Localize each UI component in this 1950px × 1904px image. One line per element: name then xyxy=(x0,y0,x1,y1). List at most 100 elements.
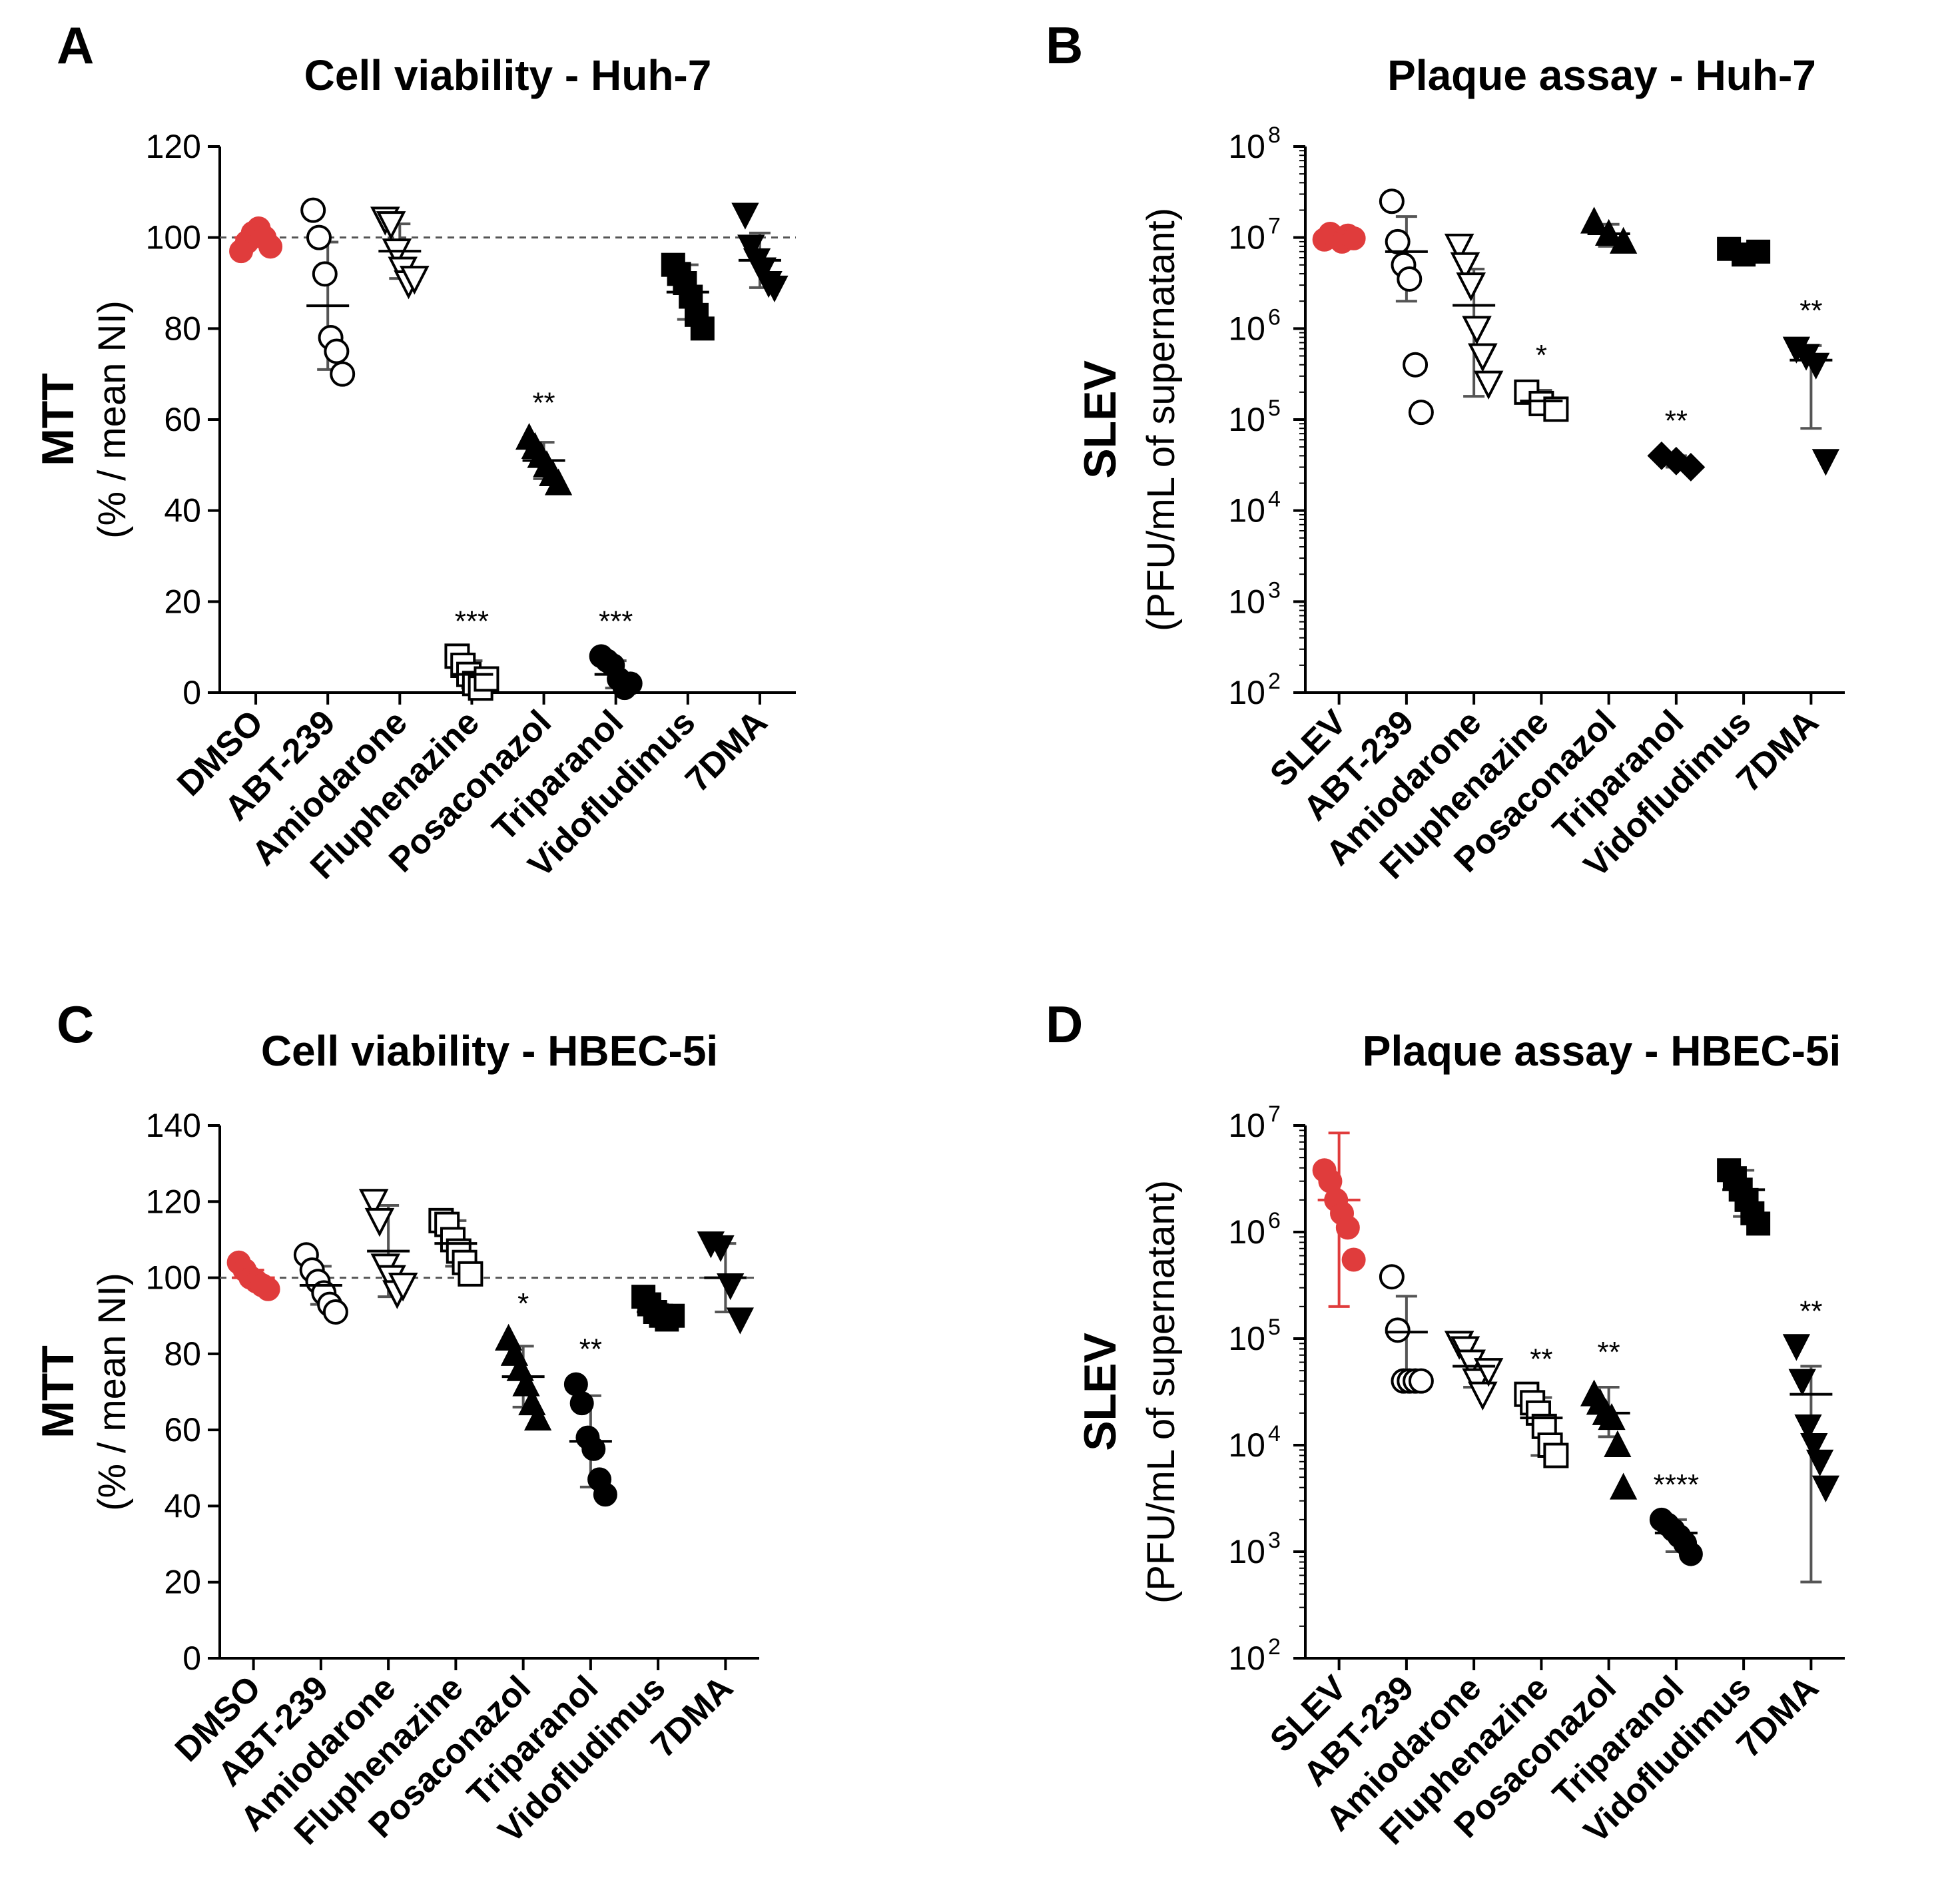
y-tick-label: 10 xyxy=(1228,310,1265,347)
data-point xyxy=(1385,1317,1411,1343)
data-point xyxy=(376,211,406,240)
y-tick-label: 140 xyxy=(146,1107,201,1144)
data-point xyxy=(1473,370,1504,400)
significance-label: ** xyxy=(579,1333,602,1366)
y-tick-label: 60 xyxy=(164,401,201,438)
significance-label: *** xyxy=(455,605,489,637)
y-tick-label: 10 xyxy=(1228,583,1265,620)
y-tick-label: 80 xyxy=(164,1335,201,1373)
data-point xyxy=(258,234,283,259)
data-point xyxy=(1800,1433,1828,1460)
series-triparanol: *** xyxy=(589,605,643,701)
series-triparanol: **** xyxy=(1649,1468,1703,1566)
data-point xyxy=(523,1403,552,1430)
panel-letter: B xyxy=(1046,16,1083,75)
data-point xyxy=(458,1261,484,1287)
y-tick-label: 80 xyxy=(164,310,201,347)
series-posaconazol xyxy=(1580,206,1638,254)
significance-label: ** xyxy=(1665,404,1688,437)
series-dmso xyxy=(226,1250,280,1301)
y-tick-label: 10 xyxy=(1228,1320,1265,1357)
significance-label: *** xyxy=(599,605,633,637)
data-point xyxy=(717,1273,745,1301)
data-point xyxy=(690,316,715,341)
series-fluphenazine xyxy=(428,1207,484,1287)
significance-label: * xyxy=(1536,339,1547,372)
data-point xyxy=(1609,1472,1638,1500)
data-point xyxy=(1468,343,1498,372)
y-axis-title: MTT xyxy=(33,1345,83,1438)
data-point xyxy=(593,1482,617,1507)
series-posaconazol: ** xyxy=(515,386,573,495)
data-point xyxy=(1341,1247,1366,1272)
series-amiodarone xyxy=(358,1189,418,1309)
data-point xyxy=(400,266,430,295)
y-tick-label: 100 xyxy=(146,1259,201,1297)
y-tick-label: 10 xyxy=(1228,401,1265,438)
data-point xyxy=(1678,1542,1703,1566)
y-tick-label: 10 xyxy=(1228,128,1265,165)
data-point xyxy=(749,257,777,284)
y-axis-title: SLEV xyxy=(1075,1333,1126,1451)
y-tick-label: 100 xyxy=(146,219,201,256)
data-point xyxy=(569,1391,594,1416)
y-tick-label: 120 xyxy=(146,128,201,165)
y-tick-label: 10 xyxy=(1228,1533,1265,1570)
y-tick-exponent: 5 xyxy=(1268,1315,1281,1340)
y-tick-label: 10 xyxy=(1228,219,1265,256)
series-7dma xyxy=(731,202,789,303)
data-point xyxy=(1397,266,1423,292)
significance-label: ** xyxy=(1799,294,1822,327)
y-tick-exponent: 7 xyxy=(1268,1102,1281,1127)
series-slev xyxy=(1312,222,1366,254)
series-vidofludimus xyxy=(1717,236,1771,267)
data-point xyxy=(312,261,338,287)
data-point xyxy=(1811,1475,1840,1502)
series-vidofludimus xyxy=(631,1285,685,1332)
series-abt-239 xyxy=(293,1242,348,1325)
data-point xyxy=(1609,226,1638,254)
data-point xyxy=(474,666,499,692)
data-point xyxy=(544,468,573,495)
series-posaconazol: * xyxy=(494,1287,552,1430)
data-point xyxy=(1468,1381,1498,1411)
data-point xyxy=(1335,1215,1360,1240)
chart-title: Plaque assay - HBEC-5i xyxy=(1363,1027,1841,1075)
y-axis-title: MTT xyxy=(33,373,83,466)
significance-label: ** xyxy=(532,386,555,419)
series-slev xyxy=(1312,1131,1366,1308)
data-point xyxy=(1794,1414,1822,1442)
y-tick-label: 10 xyxy=(1228,1107,1265,1144)
series-amiodarone xyxy=(370,206,430,300)
significance-label: **** xyxy=(1654,1468,1700,1501)
data-point xyxy=(726,1307,755,1335)
panel-letter: C xyxy=(57,995,94,1054)
y-tick-exponent: 3 xyxy=(1268,577,1281,603)
y-tick-label: 120 xyxy=(146,1183,201,1220)
data-point xyxy=(1598,1403,1626,1430)
y-tick-exponent: 4 xyxy=(1268,1421,1281,1446)
series-fluphenazine: *** xyxy=(444,605,499,701)
y-axis-subtitle: (PFU/mL of supernatant) xyxy=(1139,1180,1183,1604)
y-tick-label: 10 xyxy=(1228,492,1265,529)
data-point xyxy=(330,361,356,387)
data-point xyxy=(1604,1430,1632,1457)
series-amiodarone xyxy=(1444,233,1504,400)
data-point xyxy=(1746,1211,1771,1236)
series-triparanol: ** xyxy=(563,1333,617,1507)
series-triparanol: ** xyxy=(1647,404,1706,481)
data-point xyxy=(581,1436,606,1461)
y-tick-label: 10 xyxy=(1228,674,1265,711)
y-tick-label: 10 xyxy=(1228,1427,1265,1464)
chart-title: Plaque assay - Huh-7 xyxy=(1387,51,1816,99)
data-point xyxy=(1805,1449,1834,1476)
y-axis-title: SLEV xyxy=(1075,360,1126,479)
y-tick-exponent: 5 xyxy=(1268,396,1281,421)
data-point xyxy=(737,234,765,262)
y-axis-subtitle: (% / mean NI) xyxy=(91,1273,134,1511)
y-tick-exponent: 8 xyxy=(1268,123,1281,148)
data-point xyxy=(1462,316,1492,345)
series-abt-239 xyxy=(1379,1264,1434,1394)
y-tick-exponent: 6 xyxy=(1268,304,1281,330)
